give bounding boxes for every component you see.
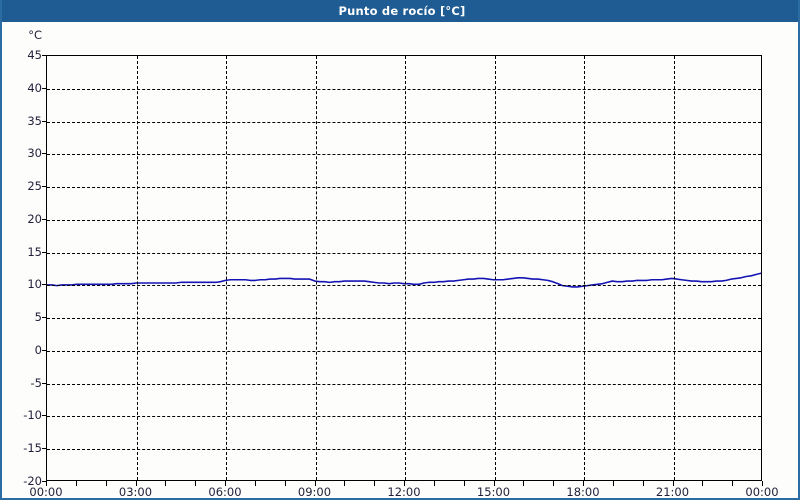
gridline-vertical bbox=[405, 56, 406, 480]
x-axis-tick bbox=[642, 481, 644, 486]
x-axis-tick-label: 03:0028/05/13 bbox=[91, 485, 181, 499]
x-axis-tick-time: 00:00 bbox=[745, 485, 779, 499]
y-axis-tick bbox=[42, 120, 46, 122]
x-axis-tick-time: 06:00 bbox=[208, 485, 242, 499]
x-axis-tick bbox=[46, 481, 47, 486]
x-axis-tick bbox=[612, 481, 614, 486]
x-axis-tick bbox=[344, 481, 346, 486]
x-axis-tick bbox=[254, 481, 256, 486]
x-axis-tick bbox=[553, 481, 555, 486]
x-axis-tick bbox=[523, 481, 525, 486]
gridline-horizontal bbox=[47, 219, 761, 221]
gridline-vertical bbox=[315, 56, 317, 480]
gridline-horizontal bbox=[47, 449, 761, 451]
gridline-horizontal bbox=[47, 121, 761, 123]
x-axis-tick bbox=[284, 481, 286, 486]
x-axis-tick bbox=[135, 481, 137, 486]
dew-point-series bbox=[47, 272, 761, 288]
y-axis-tick-label: 25 bbox=[27, 179, 42, 194]
y-axis-tick-label: 45 bbox=[27, 48, 42, 62]
x-axis-tick bbox=[762, 481, 763, 486]
x-axis-tick-time: 21:00 bbox=[655, 485, 690, 499]
x-axis-tick-time: 00:00 bbox=[29, 485, 63, 499]
y-axis-tick-label: 5 bbox=[34, 310, 42, 325]
y-axis-unit-label: °C bbox=[28, 28, 42, 42]
x-axis-tick bbox=[314, 481, 316, 486]
y-axis-tick-label: 15 bbox=[27, 244, 42, 259]
y-axis-labels: °C 45 40 35 30 25 20 15 10 5 0 -5 -10 -15 -20 bbox=[2, 22, 42, 498]
gridline-horizontal bbox=[47, 88, 761, 90]
gridline-vertical bbox=[673, 56, 675, 480]
gridline-vertical bbox=[226, 56, 227, 480]
y-axis-tick bbox=[42, 55, 46, 56]
x-axis-tick-time: 18:00 bbox=[566, 485, 600, 499]
chart-canvas: °C 45 40 35 30 25 20 15 10 5 0 -5 -10 -15 -20 00:0028/… bbox=[2, 22, 798, 498]
x-axis-tick bbox=[374, 481, 376, 486]
gridline-horizontal bbox=[47, 318, 761, 320]
y-axis-tick-label: -5 bbox=[30, 375, 42, 390]
x-axis-tick bbox=[702, 481, 704, 486]
x-axis-tick bbox=[672, 481, 674, 486]
window-title-bar: Punto de rocío [°C] bbox=[2, 0, 798, 22]
x-axis-tick-time: 09:00 bbox=[297, 485, 332, 499]
x-axis-tick bbox=[75, 481, 77, 486]
gridline-horizontal bbox=[47, 416, 761, 418]
y-axis-tick bbox=[42, 284, 46, 286]
y-axis-tick bbox=[42, 186, 46, 188]
gridline-horizontal bbox=[47, 252, 761, 254]
y-axis-tick bbox=[42, 251, 46, 253]
y-axis-tick-label: -20 bbox=[23, 474, 42, 488]
page-title: Punto de rocío [°C] bbox=[338, 4, 466, 18]
y-axis-tick bbox=[42, 317, 46, 319]
y-axis-tick-label: 35 bbox=[27, 113, 42, 128]
x-axis-tick-time: 12:00 bbox=[387, 485, 421, 499]
gridline-horizontal bbox=[47, 285, 761, 287]
y-axis-tick-label: 20 bbox=[27, 211, 42, 226]
x-axis-tick bbox=[165, 481, 167, 486]
gridline-vertical bbox=[136, 56, 138, 480]
x-axis-tick-label: 09:0028/05/13 bbox=[270, 485, 360, 499]
y-axis-tick bbox=[42, 218, 46, 220]
y-axis-tick-label: 0 bbox=[34, 342, 42, 357]
y-axis-tick bbox=[42, 349, 46, 351]
x-axis-tick-label: 21:0028/05/13 bbox=[628, 485, 718, 499]
gridline-horizontal bbox=[47, 187, 761, 189]
x-axis-tick-label: 15:0028/05/13 bbox=[449, 485, 539, 499]
y-axis-tick bbox=[42, 415, 46, 417]
gridline-vertical bbox=[584, 56, 585, 480]
x-axis-tick bbox=[493, 481, 495, 486]
x-axis-tick bbox=[404, 481, 405, 486]
x-axis-tick-label: 00:0029/05/13 bbox=[717, 485, 798, 499]
gridline-horizontal bbox=[47, 154, 761, 156]
y-axis-tick-label: -10 bbox=[23, 408, 42, 423]
x-axis-tick-label: 12:0028/05/13 bbox=[359, 485, 449, 499]
x-axis-tick bbox=[433, 481, 435, 486]
y-axis-tick bbox=[42, 87, 46, 89]
x-axis-tick bbox=[732, 481, 734, 486]
y-axis-tick-label: 40 bbox=[27, 80, 42, 95]
x-axis-tick-label: 00:0028/05/13 bbox=[2, 485, 91, 499]
y-axis-tick-label: 30 bbox=[27, 146, 42, 161]
x-axis-tick bbox=[105, 481, 107, 486]
x-axis-tick bbox=[583, 481, 584, 486]
gridline-horizontal bbox=[47, 383, 761, 385]
y-axis-tick-label: -15 bbox=[23, 441, 42, 456]
x-axis-tick-time: 03:00 bbox=[118, 485, 153, 499]
y-axis-tick bbox=[42, 382, 46, 384]
x-axis-tick-label: 18:0028/05/13 bbox=[538, 485, 628, 499]
y-axis-tick bbox=[42, 448, 46, 450]
x-axis-tick bbox=[225, 481, 226, 486]
x-axis-tick bbox=[463, 481, 465, 486]
plot-area bbox=[46, 55, 762, 481]
gridline-horizontal bbox=[47, 350, 761, 352]
y-axis-tick bbox=[42, 481, 46, 482]
x-axis-tick bbox=[195, 481, 197, 486]
x-axis-tick-label: 06:0028/05/13 bbox=[180, 485, 270, 499]
y-axis-tick bbox=[42, 153, 46, 155]
gridline-vertical bbox=[494, 56, 496, 480]
x-axis-tick-time: 15:00 bbox=[476, 485, 511, 499]
y-axis-tick-label: 10 bbox=[27, 277, 42, 292]
